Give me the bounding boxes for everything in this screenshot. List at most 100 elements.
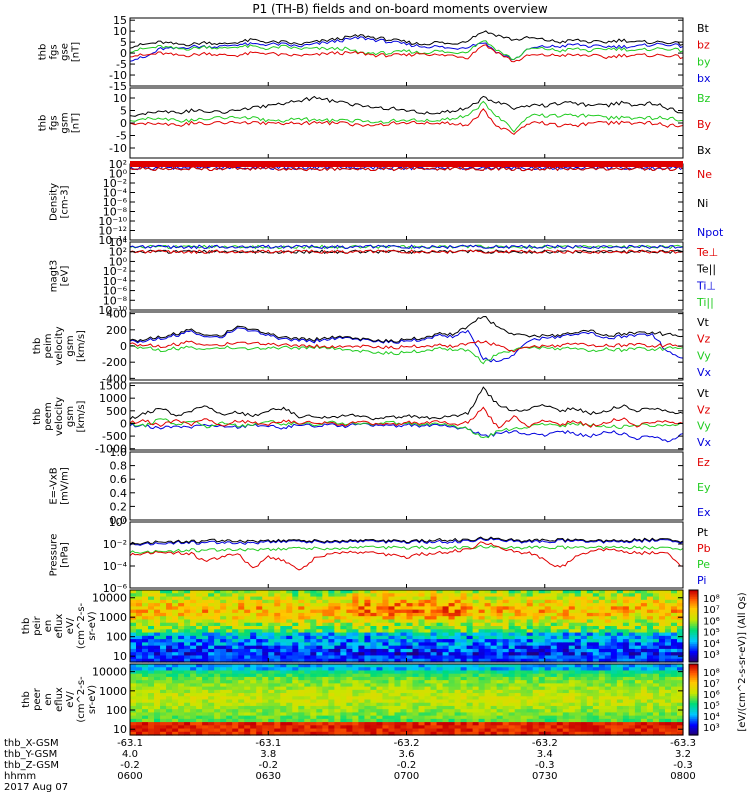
heatmap-cell (196, 639, 203, 643)
heatmap-cell (172, 632, 179, 637)
heatmap-cell (526, 590, 534, 594)
heatmap-cell (340, 728, 347, 733)
heatmap-cell (400, 667, 408, 672)
heatmap-cell (250, 722, 257, 726)
heatmap-cell (496, 635, 504, 640)
heatmap-cell (412, 696, 420, 701)
heatmap-cell (382, 642, 390, 647)
heatmap-cell (508, 632, 516, 637)
heatmap-cell (166, 642, 173, 647)
heatmap-cell (430, 639, 438, 643)
y-tick-label: 1000 (99, 685, 127, 698)
heatmap-cell (466, 593, 474, 598)
heatmap-cell (466, 612, 474, 617)
heatmap-cell (598, 722, 606, 726)
heatmap-cell (664, 712, 672, 717)
heatmap-cell (256, 696, 263, 701)
heatmap-cell (256, 642, 263, 647)
y-tick-label: 0.8 (110, 460, 128, 473)
heatmap-cell (394, 725, 402, 730)
heatmap-cell (388, 616, 396, 621)
heatmap-cell (328, 642, 335, 647)
heatmap-cell (358, 612, 366, 617)
heatmap-cell (466, 689, 474, 694)
heatmap-cell (586, 648, 594, 653)
heatmap-cell (382, 629, 390, 634)
heatmap-cell (568, 715, 576, 720)
heatmap-cell (382, 648, 390, 653)
heatmap-cell (472, 635, 480, 640)
heatmap-cell (448, 652, 456, 657)
heatmap-cell (652, 680, 660, 684)
heatmap-cell (136, 622, 143, 627)
heatmap-cell (658, 712, 666, 717)
heatmap-cell (424, 609, 432, 614)
heatmap-cell (316, 655, 323, 660)
heatmap-cell (358, 655, 366, 660)
heatmap-cell (238, 658, 245, 663)
heatmap-cell (490, 599, 498, 604)
heatmap-cell (610, 606, 618, 611)
heatmap-cell (250, 632, 257, 637)
heatmap-cell (130, 648, 137, 653)
heatmap-cell (202, 645, 209, 650)
heatmap-cell (418, 603, 426, 607)
heatmap-cell (466, 715, 474, 720)
heatmap-cell (466, 731, 474, 736)
legend-entry: Bz (697, 92, 711, 105)
heatmap-cell (658, 702, 666, 707)
heatmap-cell (508, 612, 516, 617)
heatmap-cell (322, 609, 329, 614)
heatmap-cell (334, 702, 341, 707)
heatmap-cell (502, 676, 510, 681)
heatmap-cell (184, 686, 191, 691)
heatmap-cell (538, 655, 546, 660)
heatmap-cell (334, 696, 341, 701)
heatmap-cell (256, 667, 263, 672)
heatmap-cell (616, 673, 624, 678)
heatmap-cell (196, 599, 203, 604)
heatmap-cell (676, 712, 684, 717)
heatmap-cell (184, 725, 191, 730)
heatmap-cell (520, 664, 528, 668)
heatmap-cell (676, 702, 684, 707)
heatmap-cell (346, 622, 353, 627)
y-tick-label: 5 (120, 36, 127, 49)
heatmap-cell (580, 609, 588, 614)
heatmap-cell (508, 664, 516, 668)
heatmap-cell (172, 629, 179, 634)
heatmap-cell (568, 652, 576, 657)
heatmap-cell (652, 696, 660, 701)
heatmap-cell (574, 664, 582, 668)
heatmap-cell (160, 696, 167, 701)
heatmap-cell (568, 686, 576, 691)
heatmap-cell (436, 652, 444, 657)
colorbar-segment (689, 719, 698, 722)
heatmap-cell (466, 676, 474, 681)
heatmap-cell (406, 667, 414, 672)
heatmap-cell (538, 718, 546, 723)
heatmap-cell (598, 699, 606, 704)
heatmap-cell (394, 689, 402, 694)
heatmap-cell (580, 689, 588, 694)
heatmap-cell (640, 696, 648, 701)
heatmap-cell (370, 626, 378, 630)
heatmap-cell (418, 652, 426, 657)
colorbar-frame (688, 589, 699, 663)
heatmap-cell (256, 619, 263, 624)
heatmap-cell (496, 673, 504, 678)
heatmap-cell (598, 673, 606, 678)
heatmap-cell (640, 728, 648, 733)
heatmap-cell (190, 599, 197, 604)
heatmap-cell (502, 712, 510, 717)
heatmap-cell (358, 658, 366, 663)
colorbar-segment (689, 706, 698, 709)
heatmap-cell (658, 609, 666, 614)
heatmap-cell (466, 590, 474, 594)
heatmap-cell (370, 702, 378, 707)
heatmap-cell (424, 619, 432, 624)
heatmap-cell (556, 676, 564, 681)
heatmap-cell (532, 686, 540, 691)
heatmap-cell (202, 709, 209, 714)
heatmap-cell (670, 606, 678, 611)
